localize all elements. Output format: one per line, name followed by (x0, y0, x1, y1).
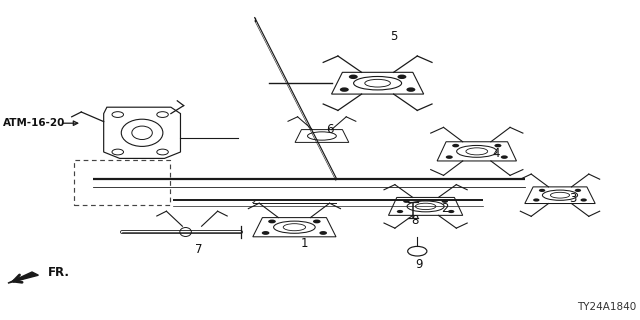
Circle shape (397, 210, 403, 213)
Text: 7: 7 (195, 243, 202, 256)
Bar (74, 160, 170, 205)
Circle shape (340, 87, 349, 92)
Circle shape (533, 198, 540, 202)
Text: 6: 6 (326, 123, 333, 136)
Circle shape (268, 220, 276, 223)
Circle shape (442, 200, 448, 203)
Circle shape (313, 220, 321, 223)
Text: 8: 8 (411, 214, 419, 227)
Text: TY24A1840: TY24A1840 (577, 302, 637, 312)
Circle shape (403, 200, 410, 203)
Text: 9: 9 (415, 258, 423, 270)
Text: 3: 3 (569, 192, 577, 205)
Circle shape (445, 156, 453, 159)
Circle shape (448, 210, 454, 213)
Text: FR.: FR. (48, 266, 70, 278)
Text: 4: 4 (492, 147, 500, 160)
Circle shape (349, 75, 358, 79)
Circle shape (319, 231, 327, 235)
Circle shape (406, 87, 415, 92)
Text: ATM-16-20: ATM-16-20 (3, 118, 65, 128)
Circle shape (580, 198, 587, 202)
Circle shape (452, 144, 459, 147)
Circle shape (501, 156, 508, 159)
Text: 5: 5 (390, 30, 397, 43)
Polygon shape (8, 272, 38, 283)
Circle shape (575, 189, 581, 192)
Circle shape (539, 189, 545, 192)
Text: 1: 1 (300, 237, 308, 250)
Text: 2: 2 (441, 202, 449, 214)
Circle shape (495, 144, 502, 147)
Circle shape (397, 75, 406, 79)
Circle shape (262, 231, 269, 235)
